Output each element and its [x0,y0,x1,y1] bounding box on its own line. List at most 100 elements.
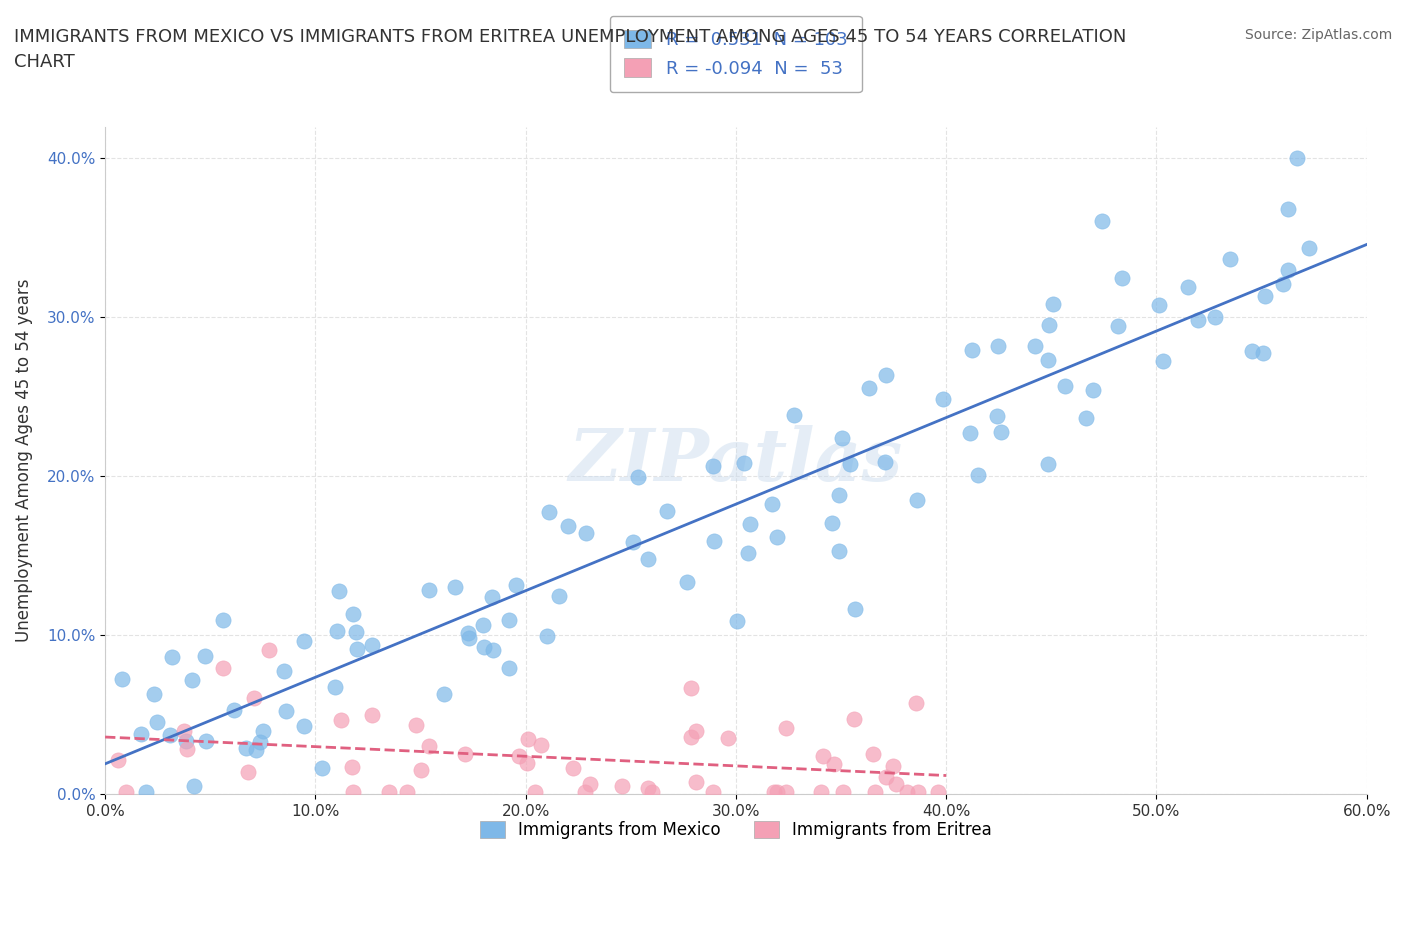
Point [1187,312,1209,327]
Point [342,785,364,800]
Point [811,749,834,764]
Point [1036,457,1059,472]
Point [863,785,886,800]
Point [987,339,1010,353]
Point [107,752,129,767]
Point [330,712,353,727]
Text: ZIPatlas: ZIPatlas [569,425,903,496]
Point [142,686,165,701]
Point [194,734,217,749]
Point [243,690,266,705]
Point [574,785,596,800]
Point [1107,319,1129,334]
Point [1024,339,1046,353]
Point [986,408,1008,423]
Point [325,679,347,694]
Point [174,734,197,749]
Point [346,642,368,657]
Point [775,785,797,800]
Point [433,686,456,701]
Point [418,738,440,753]
Point [146,715,169,730]
Point [557,518,579,533]
Point [1254,288,1277,303]
Point [274,704,297,719]
Point [211,613,233,628]
Point [733,455,755,470]
Point [405,718,427,733]
Point [342,606,364,621]
Point [129,726,152,741]
Point [738,516,761,531]
Point [1042,297,1064,312]
Point [702,458,724,473]
Point [621,535,644,550]
Point [907,785,929,800]
Point [703,534,725,549]
Point [823,757,845,772]
Y-axis label: Unemployment Among Ages 45 to 54 years: Unemployment Among Ages 45 to 54 years [15,278,32,642]
Point [932,392,955,406]
Point [821,515,844,530]
Point [326,624,349,639]
Point [702,785,724,800]
Point [181,672,204,687]
Point [675,575,697,590]
Point [641,785,664,800]
Point [737,545,759,560]
Point [378,785,401,800]
Point [114,785,136,800]
Point [725,614,748,629]
Point [810,785,832,800]
Point [655,504,678,519]
Point [1074,410,1097,425]
Point [292,633,315,648]
Point [685,724,707,738]
Point [160,650,183,665]
Point [176,742,198,757]
Point [1298,241,1320,256]
Point [111,671,134,686]
Point [222,703,245,718]
Point [562,761,585,776]
Point [839,457,862,472]
Point [409,763,432,777]
Point [547,589,569,604]
Point [516,755,538,770]
Point [292,719,315,734]
Point [1286,151,1309,166]
Point [508,749,530,764]
Point [927,785,949,800]
Point [637,780,659,795]
Point [505,578,527,592]
Point [245,742,267,757]
Point [717,731,740,746]
Point [844,601,866,616]
Point [1240,344,1263,359]
Point [1152,354,1174,369]
Point [831,431,853,445]
Point [832,785,855,800]
Point [472,639,495,654]
Point [828,543,851,558]
Point [135,785,157,800]
Point [1036,352,1059,367]
Point [967,467,990,482]
Point [273,663,295,678]
Point [472,618,495,632]
Point [396,785,419,800]
Point [1090,214,1112,229]
Point [761,496,783,511]
Point [173,724,195,738]
Point [457,631,479,645]
Point [235,741,257,756]
Point [481,643,503,658]
Point [444,579,467,594]
Point [884,777,907,791]
Point [765,785,787,800]
Point [524,785,547,800]
Point [457,625,479,640]
Point [1204,310,1226,325]
Point [498,613,520,628]
Point [1251,345,1274,360]
